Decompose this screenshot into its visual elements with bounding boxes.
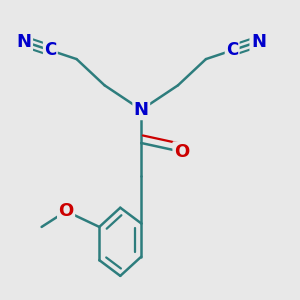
Text: C: C [226,41,238,59]
Text: N: N [16,33,32,51]
Text: C: C [44,41,56,59]
Text: O: O [58,202,74,220]
Text: O: O [174,143,189,161]
Text: N: N [251,33,266,51]
Text: N: N [134,101,149,119]
